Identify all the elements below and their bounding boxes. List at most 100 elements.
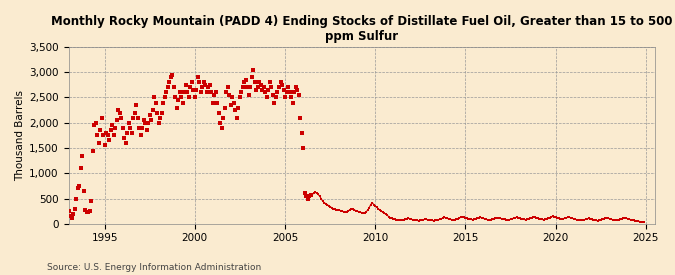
Point — [173, 98, 184, 102]
Point — [188, 88, 198, 92]
Point — [541, 217, 552, 221]
Point — [263, 88, 274, 92]
Point — [299, 191, 310, 196]
Point — [284, 90, 295, 95]
Point — [550, 215, 561, 220]
Point — [392, 218, 403, 222]
Point — [508, 216, 519, 221]
Point — [451, 217, 462, 221]
Point — [230, 108, 241, 112]
Point — [125, 126, 136, 130]
Point — [429, 219, 439, 223]
Point — [544, 216, 555, 220]
Point — [538, 218, 549, 222]
Point — [289, 90, 300, 95]
Point — [184, 95, 194, 100]
Point — [373, 207, 383, 211]
Point — [164, 80, 175, 84]
Point — [323, 204, 334, 208]
Point — [545, 215, 556, 219]
Point — [371, 205, 382, 209]
Point — [122, 131, 132, 135]
Point — [631, 219, 642, 223]
Point — [468, 218, 479, 222]
Point — [543, 216, 554, 221]
Point — [271, 95, 281, 100]
Point — [380, 212, 391, 216]
Point — [483, 218, 493, 222]
Point — [518, 217, 529, 222]
Point — [305, 193, 316, 198]
Point — [102, 133, 113, 138]
Point — [308, 191, 319, 196]
Point — [192, 75, 203, 79]
Point — [495, 216, 506, 221]
Point — [504, 218, 514, 222]
Point — [534, 216, 545, 221]
Point — [87, 148, 98, 153]
Point — [512, 216, 523, 220]
Point — [147, 108, 158, 112]
Point — [293, 93, 304, 97]
Point — [588, 218, 599, 222]
Point — [176, 95, 187, 100]
Text: Source: U.S. Energy Information Administration: Source: U.S. Energy Information Administ… — [47, 263, 261, 272]
Point — [190, 95, 200, 100]
Point — [609, 218, 620, 222]
Point — [77, 153, 88, 158]
Point — [462, 216, 472, 221]
Point — [456, 215, 466, 219]
Point — [406, 217, 416, 221]
Point — [326, 205, 337, 210]
Point — [320, 201, 331, 206]
Point — [223, 85, 234, 90]
Point — [296, 131, 307, 135]
Point — [146, 118, 157, 122]
Point — [93, 141, 104, 145]
Point — [404, 216, 415, 221]
Point — [277, 82, 288, 87]
Point — [385, 216, 396, 220]
Point — [528, 215, 539, 220]
Point — [389, 217, 400, 221]
Point — [555, 216, 566, 221]
Point — [295, 116, 306, 120]
Point — [251, 88, 262, 92]
Point — [322, 202, 333, 207]
Point — [485, 218, 496, 222]
Point — [364, 205, 375, 210]
Point — [269, 100, 280, 105]
Point — [289, 90, 300, 95]
Point — [275, 80, 286, 84]
Point — [335, 208, 346, 213]
Point — [250, 80, 261, 84]
Point — [627, 218, 638, 222]
Point — [72, 186, 83, 191]
Point — [63, 209, 74, 213]
Point — [347, 207, 358, 211]
Point — [99, 143, 110, 148]
Point — [524, 216, 535, 221]
Point — [554, 216, 564, 221]
Point — [593, 219, 603, 223]
Point — [630, 219, 641, 223]
Point — [300, 194, 311, 198]
Point — [97, 116, 107, 120]
Point — [350, 208, 361, 213]
Point — [600, 216, 611, 221]
Point — [227, 95, 238, 100]
Point — [583, 216, 594, 221]
Point — [152, 111, 163, 115]
Point — [232, 116, 242, 120]
Point — [394, 218, 405, 222]
Point — [497, 217, 508, 221]
Point — [242, 85, 253, 90]
Point — [496, 216, 507, 221]
Point — [463, 216, 474, 221]
Point — [418, 218, 429, 222]
Point — [507, 216, 518, 221]
Point — [466, 217, 477, 222]
Point — [624, 217, 634, 221]
Point — [314, 194, 325, 198]
Point — [386, 216, 397, 221]
